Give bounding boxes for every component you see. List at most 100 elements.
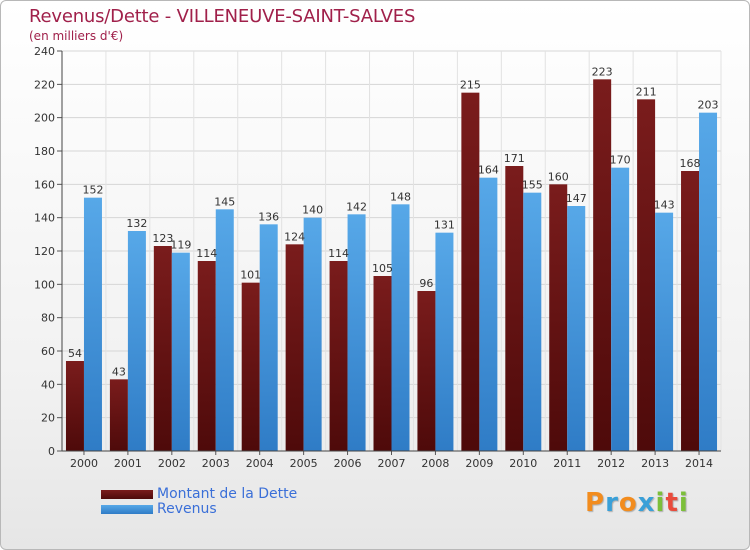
y-tick-label: 100 [34,278,55,291]
data-label-dette-2001: 43 [112,365,126,378]
bar-revenus-2013 [655,212,674,451]
bar-dette-2003 [197,261,216,451]
legend-swatch-dette [101,490,153,499]
data-label-revenus-2014: 203 [698,99,719,112]
data-label-dette-2003: 114 [196,247,217,260]
x-tick-label: 2000 [70,457,98,470]
data-label-revenus-2007: 148 [390,190,411,203]
bar-revenus-2014 [699,112,718,452]
axes: 0 20 40 60 80 100 120 140 160 180 200 220 240 2000 200… [34,45,721,470]
x-tick-label: 2011 [553,457,581,470]
bar-dette-2001 [109,379,128,451]
bar-revenus-2009 [479,177,498,451]
bar-revenus-2003 [215,209,234,451]
x-tick-label: 2006 [334,457,362,470]
bar-dette-2002 [153,246,172,451]
y-tick-label: 160 [34,178,55,191]
data-label-dette-2013: 211 [636,85,657,98]
y-tick-label: 20 [41,412,55,425]
data-label-dette-2014: 168 [680,157,701,170]
bar-revenus-2012 [611,167,630,451]
logo-letter: i [678,488,689,518]
data-label-dette-2005: 124 [284,230,305,243]
data-label-dette-2011: 160 [548,170,569,183]
bar-revenus-2007 [391,204,410,451]
y-tick-label: 80 [41,312,55,325]
y-tick-label: 220 [34,78,55,91]
data-label-revenus-2003: 145 [214,195,235,208]
x-tick-label: 2013 [641,457,669,470]
y-tick-label: 60 [41,345,55,358]
bar-dette-2011 [549,184,568,452]
data-label-dette-2004: 101 [240,269,261,282]
legend-label-dette: Montant de la Dette [157,486,298,502]
bar-dette-2009 [461,92,480,452]
bar-revenus-2010 [523,192,542,451]
bar-revenus-2011 [567,206,586,451]
bar-revenus-2000 [83,197,102,451]
data-label-revenus-2001: 132 [126,217,147,230]
x-tick-label: 2014 [685,457,713,470]
data-label-revenus-2009: 164 [478,164,499,177]
data-label-revenus-2000: 152 [82,184,103,197]
bar-dette-2014 [681,171,700,451]
x-tick-label: 2003 [202,457,230,470]
x-tick-label: 2008 [421,457,449,470]
logo-letter: x [637,488,656,518]
data-label-dette-2009: 215 [460,79,481,92]
data-label-revenus-2012: 170 [610,154,631,167]
data-label-revenus-2002: 119 [170,239,191,252]
data-label-revenus-2005: 140 [302,204,323,217]
data-label-dette-2010: 171 [504,152,525,165]
bar-revenus-2008 [435,232,454,451]
data-label-dette-2006: 114 [328,247,349,260]
bars [65,79,718,452]
chart-subtitle: (en milliers d'€) [29,29,124,43]
bar-dette-2006 [329,261,348,451]
data-label-revenus-2006: 142 [346,200,367,213]
x-tick-label: 2005 [290,457,318,470]
bar-revenus-2001 [127,231,146,451]
data-label-revenus-2004: 136 [258,210,279,223]
bar-dette-2008 [417,291,436,451]
y-tick-label: 180 [34,145,55,158]
x-tick-label: 2001 [114,457,142,470]
data-label-revenus-2013: 143 [654,199,675,212]
logo-letter: P [585,488,606,518]
y-tick-label: 200 [34,112,55,125]
bar-dette-2012 [593,79,612,451]
bar-dette-2000 [65,361,84,451]
bar-revenus-2005 [303,217,322,451]
bar-dette-2007 [373,276,392,451]
x-tick-label: 2009 [465,457,493,470]
legend-label-revenus: Revenus [157,501,217,517]
data-label-dette-2000: 54 [68,347,82,360]
data-label-dette-2012: 223 [592,65,613,78]
bar-dette-2013 [637,99,656,451]
bar-revenus-2004 [259,224,278,451]
logo-letter: i [655,488,666,518]
x-tick-label: 2010 [509,457,537,470]
x-tick-label: 2004 [246,457,274,470]
y-tick-label: 140 [34,212,55,225]
logo-letter: o [618,488,638,518]
x-tick-label: 2012 [597,457,625,470]
y-tick-label: 240 [34,45,55,58]
bar-dette-2010 [505,166,524,451]
x-tick-label: 2002 [158,457,186,470]
data-label-revenus-2010: 155 [522,179,543,192]
bar-dette-2005 [285,244,304,451]
bar-dette-2004 [241,282,260,451]
y-tick-label: 0 [48,445,55,458]
y-tick-label: 120 [34,245,55,258]
logo-letter: r [605,488,619,518]
chart-title: Revenus/Dette - VILLENEUVE-SAINT-SALVES [29,6,416,27]
bar-revenus-2002 [171,252,190,451]
y-tick-label: 40 [41,378,55,391]
data-label-dette-2007: 105 [372,262,393,275]
legend-swatch-revenus [101,505,153,514]
bar-revenus-2006 [347,214,366,451]
